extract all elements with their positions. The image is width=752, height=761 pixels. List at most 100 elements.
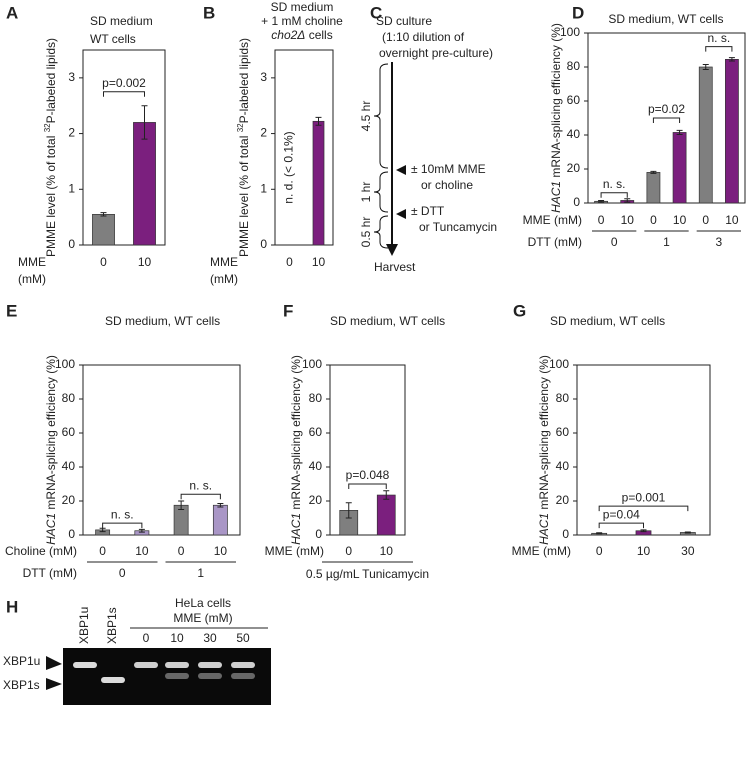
band-label: XBP1s (3, 678, 40, 692)
gel-band (231, 673, 255, 679)
significance-label: n. s. (603, 177, 626, 191)
chart-title-part: cells (305, 28, 332, 42)
group-label: 1 (197, 566, 204, 580)
error-bar (138, 528, 145, 533)
y-tick-label: 100 (549, 357, 569, 371)
error-bar (178, 500, 185, 510)
y-tick-label: 1 (260, 181, 267, 195)
diagram-text: or Tuncamycin (419, 220, 497, 234)
gel-band (134, 662, 158, 668)
y-tick-label: 3 (68, 70, 75, 84)
gel-band (73, 662, 97, 668)
y-tick-label: 80 (556, 391, 570, 405)
y-axis-label: HAC1 mRNA-splicing efficiency (%) (549, 23, 563, 213)
x-axis-label: MME (mM) (512, 544, 571, 558)
x-axis-label: (mM) (210, 272, 238, 286)
chart-title: SD medium, WT cells (330, 314, 445, 328)
significance-bracket (598, 505, 689, 512)
bar (92, 214, 115, 246)
y-tick-label: 0 (562, 527, 569, 541)
panel-letter: B (203, 3, 215, 22)
bar (698, 66, 713, 204)
time-brace (373, 63, 389, 169)
y-tick-label: 40 (309, 459, 323, 473)
gel-band (165, 673, 189, 679)
error-bar (100, 212, 107, 217)
y-axis-label-part: mRNA-splicing efficiency (%) (549, 23, 563, 181)
error-bar (624, 198, 631, 203)
lane-label: 0 (143, 631, 150, 645)
y-tick-label: 20 (309, 493, 323, 507)
x-axis-label: (mM) (18, 272, 46, 286)
significance-bracket (600, 192, 628, 198)
significance-bracket (348, 483, 387, 489)
x-axis-label: MME (mM) (265, 544, 324, 558)
y-axis-label-part: HAC1 (549, 181, 563, 213)
y-axis-label-part: HAC1 (537, 513, 551, 545)
x-axis-label: MME (mM) (523, 213, 582, 227)
group-label: 0 (119, 566, 126, 580)
plot-frame (274, 49, 334, 246)
panel-letter: A (6, 3, 18, 22)
group-label: 1 (663, 235, 670, 249)
x-tick-label: 10 (312, 255, 326, 269)
significance-bracket (652, 117, 681, 123)
gel-band (198, 673, 222, 679)
duration-label: 1 hr (359, 182, 373, 203)
y-axis-label-part: PMME level (% of total (237, 132, 251, 257)
plot-frame (82, 364, 241, 536)
x-tick-label: 10 (214, 544, 228, 558)
significance-label: p=0.048 (346, 468, 390, 482)
y-axis-label-part: HAC1 (44, 513, 58, 545)
x-tick-label: 10 (621, 213, 635, 227)
x-tick-label: 0 (596, 544, 603, 558)
duration-label: 4.5 hr (359, 101, 373, 132)
panel-letter: D (572, 3, 584, 22)
y-axis-label: PMME level (% of total 32P-labeled lipid… (236, 38, 252, 257)
y-tick-label: 20 (556, 493, 570, 507)
gel-band (198, 662, 222, 668)
y-axis-label-part: P-labeled lipids) (237, 38, 251, 123)
plot-frame (329, 364, 406, 536)
band-arrowhead (46, 656, 62, 670)
significance-label: n. s. (189, 478, 212, 492)
error-bar (650, 170, 657, 174)
lane-label: 10 (170, 631, 184, 645)
chart-title: SD medium (271, 0, 334, 14)
group-axis-label: DTT (mM) (23, 566, 77, 580)
y-tick-label: 80 (309, 391, 323, 405)
significance-label: p=0.002 (102, 76, 146, 90)
x-tick-label: 10 (673, 213, 687, 227)
panel-letter: C (370, 3, 382, 22)
error-bar (217, 503, 224, 508)
gel-band (231, 662, 255, 668)
note: n. d. (< 0.1%) (282, 131, 296, 203)
error-bar (684, 531, 691, 534)
y-axis-label: HAC1 mRNA-splicing efficiency (%) (537, 355, 551, 545)
significance-bracket (180, 493, 221, 500)
timeline-arrowhead (386, 244, 398, 256)
significance-bracket (705, 46, 733, 52)
x-tick-label: 0 (178, 544, 185, 558)
group-label: 0 (611, 235, 618, 249)
x-axis-label: Choline (mM) (5, 544, 77, 558)
x-tick-label: 0 (286, 255, 293, 269)
error-bar (383, 490, 390, 500)
gel-band (165, 662, 189, 668)
y-tick-label: 40 (556, 459, 570, 473)
y-tick-label: 2 (260, 126, 267, 140)
x-tick-label: 0 (99, 544, 106, 558)
panel-letter: F (283, 301, 293, 320)
y-axis-label-part: P-labeled lipids) (44, 38, 58, 123)
y-axis-label: HAC1 mRNA-splicing efficiency (%) (44, 355, 58, 545)
step-arrowhead (396, 209, 406, 219)
time-brace (373, 171, 389, 213)
error-bar (99, 527, 106, 533)
chart-title: SD medium, WT cells (608, 12, 723, 26)
bar (646, 172, 661, 204)
group-axis-label: DTT (mM) (528, 235, 582, 249)
diagram-text: (1:10 dilution of (382, 30, 465, 44)
significance-bracket (103, 91, 145, 97)
y-tick-label: 0 (315, 527, 322, 541)
